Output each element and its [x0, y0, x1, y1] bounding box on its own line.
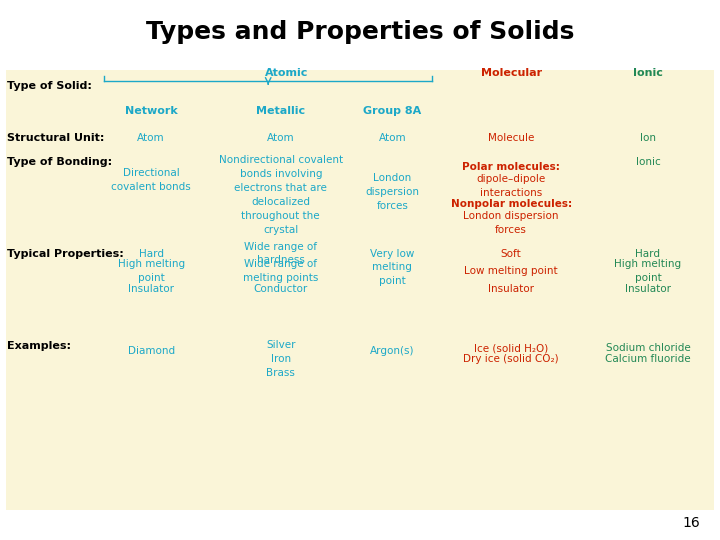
- Text: High melting
point: High melting point: [117, 260, 185, 282]
- Text: Nonpolar molecules:: Nonpolar molecules:: [451, 199, 572, 209]
- Text: Atom: Atom: [267, 133, 294, 143]
- Text: Wide range of
melting points: Wide range of melting points: [243, 260, 318, 282]
- Text: Type of Solid:: Type of Solid:: [7, 82, 92, 91]
- Text: Sodium chloride: Sodium chloride: [606, 343, 690, 353]
- Text: Group 8A: Group 8A: [364, 106, 421, 116]
- Text: Molecular: Molecular: [481, 68, 541, 78]
- Text: Insulator: Insulator: [625, 284, 671, 294]
- Text: Directional
covalent bonds: Directional covalent bonds: [112, 168, 191, 192]
- Text: Network: Network: [125, 106, 178, 116]
- Text: Types and Properties of Solids: Types and Properties of Solids: [146, 21, 574, 44]
- Text: London
dispersion
forces: London dispersion forces: [366, 173, 419, 211]
- Text: Structural Unit:: Structural Unit:: [7, 133, 104, 143]
- Text: Low melting point: Low melting point: [464, 266, 558, 276]
- Text: Polar molecules:: Polar molecules:: [462, 162, 560, 172]
- Text: Nondirectional covalent
bonds involving
electrons that are
delocalized
throughou: Nondirectional covalent bonds involving …: [219, 155, 343, 235]
- Text: Conductor: Conductor: [253, 284, 308, 294]
- Text: London dispersion
forces: London dispersion forces: [464, 211, 559, 234]
- Text: Ice (solid H₂O): Ice (solid H₂O): [474, 343, 549, 353]
- Text: Insulator: Insulator: [128, 284, 174, 294]
- Text: dipole–dipole
interactions: dipole–dipole interactions: [477, 174, 546, 198]
- Text: Very low
melting
point: Very low melting point: [370, 249, 415, 286]
- Text: Dry ice (solid CO₂): Dry ice (solid CO₂): [464, 354, 559, 364]
- Text: 16: 16: [683, 516, 700, 530]
- Text: Metallic: Metallic: [256, 106, 305, 116]
- Text: Soft: Soft: [501, 249, 521, 259]
- Text: Atom: Atom: [138, 133, 165, 143]
- Text: Argon(s): Argon(s): [370, 346, 415, 356]
- Text: Examples:: Examples:: [7, 341, 71, 350]
- Text: Ionic: Ionic: [636, 157, 660, 167]
- Text: Hard: Hard: [139, 249, 163, 259]
- Text: Silver
Iron
Brass: Silver Iron Brass: [266, 340, 295, 378]
- Text: Molecule: Molecule: [488, 133, 534, 143]
- Text: Ion: Ion: [640, 133, 656, 143]
- Text: Wide range of
hardness: Wide range of hardness: [244, 242, 318, 265]
- Text: Ionic: Ionic: [633, 68, 663, 78]
- Text: Typical Properties:: Typical Properties:: [7, 249, 124, 259]
- Text: Type of Bonding:: Type of Bonding:: [7, 157, 112, 167]
- Text: Hard: Hard: [636, 249, 660, 259]
- Text: Calcium fluoride: Calcium fluoride: [606, 354, 690, 364]
- Text: Atomic: Atomic: [264, 68, 308, 78]
- Text: High melting
point: High melting point: [614, 260, 682, 282]
- Text: Diamond: Diamond: [127, 346, 175, 356]
- FancyBboxPatch shape: [6, 70, 714, 510]
- Text: Atom: Atom: [379, 133, 406, 143]
- Text: Insulator: Insulator: [488, 284, 534, 294]
